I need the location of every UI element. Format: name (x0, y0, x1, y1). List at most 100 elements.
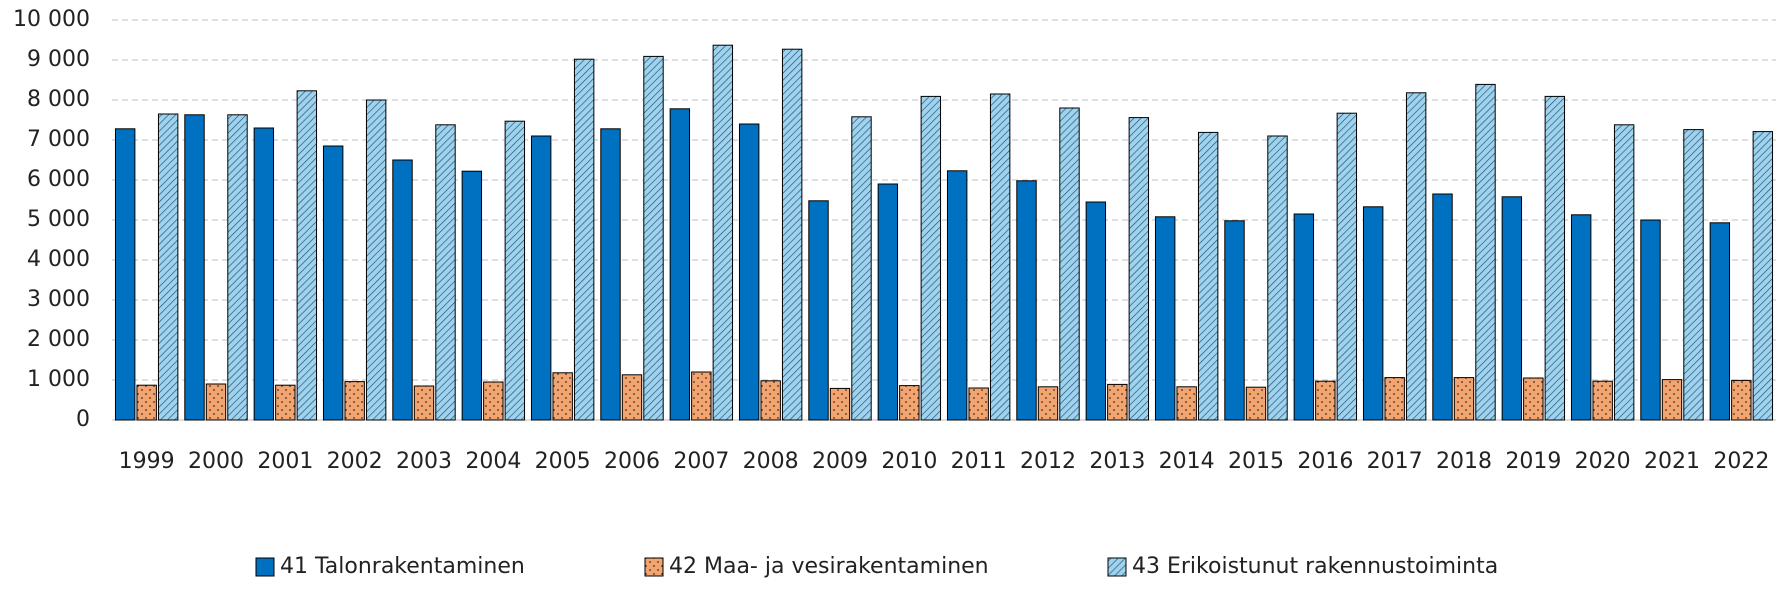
x-tick-label: 2016 (1297, 449, 1353, 474)
bar (760, 380, 781, 421)
bar (1683, 129, 1704, 421)
y-tick-label: 8 000 (27, 87, 90, 112)
bar (1384, 377, 1405, 421)
bar (296, 90, 318, 421)
x-tick-label: 2010 (881, 449, 937, 474)
bar (1059, 107, 1080, 421)
bar (1432, 193, 1453, 421)
bar (1085, 201, 1107, 421)
x-tick-label: 2012 (1020, 449, 1076, 474)
x-tick-label: 2019 (1505, 449, 1561, 474)
bar (1570, 214, 1592, 421)
bar (114, 128, 136, 421)
x-tick-label: 2004 (465, 449, 521, 474)
bar (829, 387, 851, 421)
bar (157, 113, 179, 421)
bar (552, 372, 573, 421)
legend-swatch (255, 557, 275, 577)
bar (712, 44, 734, 421)
bar (1315, 380, 1336, 421)
bar (1107, 383, 1128, 421)
bar (621, 374, 643, 421)
bar (1731, 379, 1752, 421)
y-tick-label: 10 000 (13, 7, 90, 32)
bar (1640, 219, 1661, 421)
bar (1176, 386, 1197, 421)
legend-label: 41 Talonrakentaminen (280, 554, 525, 579)
bar (1752, 131, 1774, 421)
bar (1475, 83, 1496, 421)
bar (253, 127, 275, 421)
x-tick-label: 2000 (188, 449, 244, 474)
y-tick-label: 7 000 (27, 127, 90, 152)
bar (275, 384, 296, 421)
bar (600, 128, 621, 421)
bar (413, 385, 435, 421)
bar (573, 58, 595, 421)
x-tick-label: 2020 (1575, 449, 1631, 474)
x-tick-label: 2022 (1713, 449, 1769, 474)
x-tick-label: 2005 (535, 449, 591, 474)
bar (136, 384, 157, 421)
y-tick-label: 2 000 (27, 327, 90, 352)
x-tick-label: 2008 (743, 449, 799, 474)
bar (877, 183, 899, 421)
x-tick-label: 2009 (812, 449, 868, 474)
x-tick-label: 2013 (1089, 449, 1145, 474)
bar (344, 381, 365, 421)
bar (1336, 112, 1358, 421)
bar (392, 159, 413, 421)
bar (1224, 220, 1245, 421)
bar (968, 387, 989, 421)
y-tick-label: 4 000 (27, 247, 90, 272)
bar (205, 383, 227, 421)
bar (1501, 196, 1523, 421)
y-tick-label: 1 000 (27, 367, 90, 392)
legend-label: 42 Maa- ja vesirakentaminen (669, 554, 989, 579)
bar (435, 124, 456, 421)
y-tick-label: 3 000 (27, 287, 90, 312)
bar (1592, 380, 1613, 421)
bar (781, 48, 803, 421)
bar (1293, 213, 1315, 421)
bar (461, 170, 483, 421)
bar (1016, 180, 1037, 421)
bar (530, 135, 552, 421)
bar (1613, 124, 1635, 421)
bar (1362, 206, 1384, 421)
bar (1523, 377, 1544, 421)
y-tick-label: 6 000 (27, 167, 90, 192)
bar (1128, 117, 1150, 421)
x-tick-label: 2002 (327, 449, 383, 474)
y-tick-label: 5 000 (27, 207, 90, 232)
legend-swatch (1107, 557, 1127, 577)
bar (1453, 377, 1475, 421)
bar (669, 108, 691, 421)
bar (1245, 386, 1267, 421)
bar (738, 123, 760, 421)
bar (1661, 379, 1683, 421)
bar (1405, 92, 1427, 421)
x-tick-label: 2018 (1436, 449, 1492, 474)
legend-swatch (644, 557, 664, 577)
x-tick-label: 2006 (604, 449, 660, 474)
legend-label: 43 Erikoistunut rakennustoiminta (1132, 554, 1498, 579)
x-tick-label: 2015 (1228, 449, 1284, 474)
bar (899, 385, 920, 421)
x-tick-label: 2003 (396, 449, 452, 474)
bar (322, 145, 344, 421)
y-tick-label: 0 (76, 407, 90, 432)
bar (365, 99, 387, 421)
bar (184, 114, 205, 421)
bar (920, 95, 942, 421)
bar (808, 200, 829, 421)
bar (946, 170, 968, 421)
x-tick-label: 2001 (257, 449, 313, 474)
bar (504, 120, 526, 421)
x-tick-label: 1999 (119, 449, 175, 474)
x-tick-label: 2011 (951, 449, 1007, 474)
bar (851, 116, 872, 421)
x-tick-label: 2014 (1159, 449, 1215, 474)
bar (643, 55, 664, 421)
